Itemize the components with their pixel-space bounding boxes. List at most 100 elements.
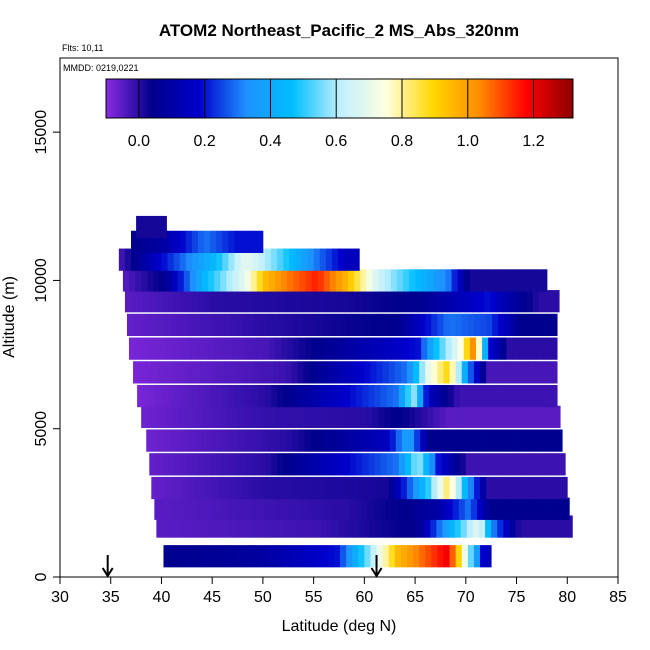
heatmap-cell [322,429,330,452]
y-axis-label: Altitude (m) [1,276,18,358]
heatmap-cell [283,384,290,408]
heatmap-cell [553,476,560,500]
heatmap-cell [484,384,491,408]
heatmap-cell [501,497,508,520]
heatmap-cell [450,429,458,452]
heatmap-cell [200,545,207,568]
heatmap-cell [256,337,264,360]
heatmap-cell [386,453,394,476]
heatmap-cell [173,453,181,476]
heatmap-cell [157,361,164,384]
heatmap-cell [292,429,299,452]
heatmap-cell [228,248,235,271]
heatmap-cell [315,361,323,384]
heatmap-cell [165,269,172,292]
heatmap-cell [289,453,296,476]
heatmap-cell [246,230,254,253]
colorbar-tick-label: 1.0 [457,133,479,150]
heatmap-cell [512,405,519,428]
heatmap-cell [563,453,566,476]
heatmap-cell [370,476,377,500]
colorbar-tick-label: 0.8 [391,133,413,150]
heatmap-cell [244,269,252,292]
heatmap-cell [513,497,520,520]
heatmap-cell [291,476,298,500]
heatmap-cell [469,269,477,292]
heatmap-cell [307,384,315,408]
heatmap-cell [271,453,278,476]
heatmap-cell [437,476,444,500]
y-tick-label: 10000 [33,258,50,303]
heatmap-cell [248,361,256,384]
heatmap-cell [415,269,422,292]
heatmap-cell [459,384,467,408]
heatmap-cell [556,497,563,520]
heatmap-cell [319,384,327,408]
heatmap-cell [191,248,199,271]
heatmap-cell [277,290,284,313]
heatmap-cell [412,515,419,538]
heatmap-cell [278,515,285,538]
heatmap-cell [163,476,170,500]
heatmap-cell [398,384,406,408]
heatmap-cell [248,313,256,337]
heatmap-cell [263,497,271,520]
heatmap-cell [346,361,353,384]
heatmap-cell [486,313,493,337]
heatmap-cell [537,497,545,520]
heatmap-cell [179,248,187,271]
heatmap-cell [190,497,198,520]
heatmap-cell [212,361,219,384]
heatmap-cell [316,429,324,452]
heatmap-cell [161,290,168,313]
heatmap-cell [185,248,193,271]
heatmap-cell [321,313,329,337]
heatmap-cell [523,429,531,452]
heatmap-cell [250,337,258,360]
heatmap-cell [551,384,558,408]
heatmap-cell [504,476,511,500]
heatmap-cell [490,453,497,476]
heatmap-cell [500,405,507,428]
heatmap-cell [232,337,239,360]
heatmap-cell [469,337,477,360]
x-tick-label: 70 [457,589,475,606]
heatmap-cell [441,290,448,313]
heatmap-cell [309,476,317,500]
heatmap-cell [500,337,507,360]
heatmap-cell [303,361,310,384]
heatmap-cell [313,290,321,313]
heatmap-cell [310,429,318,452]
heatmap-cell [296,515,303,538]
heatmap-cell [228,290,235,313]
heatmap-cell [433,269,440,292]
heatmap-cell [157,313,164,337]
heatmap-cell [242,313,250,337]
heatmap-cell [165,405,172,428]
heatmap-cell [220,337,227,360]
heatmap-cell [301,248,308,271]
heatmap-cell [137,290,144,313]
heatmap-cell [520,384,528,408]
heatmap-cell [409,405,416,428]
heatmap-cell [518,405,526,428]
heatmap-cell [526,384,534,408]
heatmap-cell [373,497,380,520]
heatmap-cell [542,337,550,360]
heatmap-cell [467,545,475,568]
heatmap-cell [137,230,144,253]
heatmap-cell [171,337,179,360]
heatmap-cell [555,405,561,428]
heatmap-cell [206,545,213,568]
heatmap-cell [557,290,560,313]
heatmap-cell [402,337,410,360]
heatmap-cell [502,453,509,476]
heatmap-cell [231,429,238,452]
heatmap-cell [264,248,272,271]
heatmap-cell [355,497,362,520]
heatmap-cell [349,497,356,520]
heatmap-cell [436,515,443,538]
heatmap-cell [460,515,468,538]
arrow-marker [101,555,114,578]
heatmap-cell [337,453,345,476]
